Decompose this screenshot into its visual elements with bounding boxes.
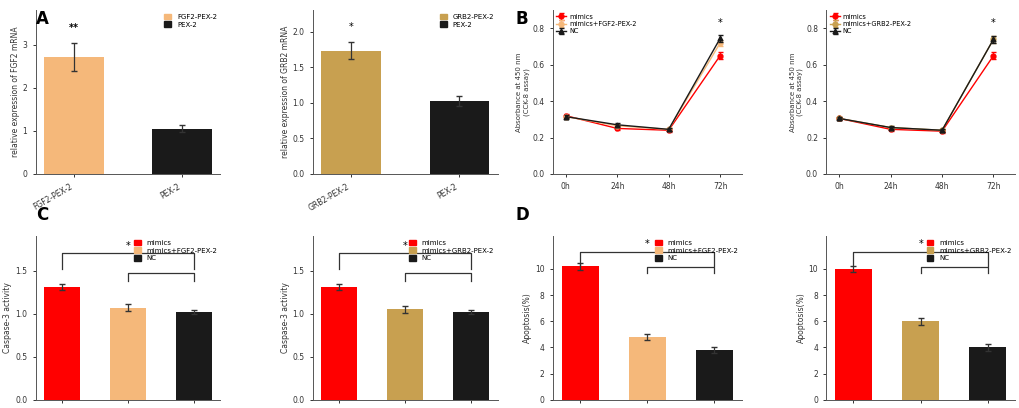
Legend: GRB2-PEX-2, PEX-2: GRB2-PEX-2, PEX-2 — [439, 14, 493, 28]
Bar — [44, 57, 104, 174]
Bar — [321, 287, 357, 400]
Bar — [321, 51, 380, 174]
Legend: mimics, mimics+GRB2-PEX-2, NC: mimics, mimics+GRB2-PEX-2, NC — [409, 239, 493, 261]
Text: *: * — [717, 18, 721, 28]
Text: *: * — [348, 22, 353, 32]
Y-axis label: Caspase-3 activity: Caspase-3 activity — [3, 283, 12, 353]
Bar — [429, 101, 489, 174]
Y-axis label: relative expression of GRB2 mRNA: relative expression of GRB2 mRNA — [280, 26, 289, 158]
Legend: mimics, mimics+FGF2-PEX-2, NC: mimics, mimics+FGF2-PEX-2, NC — [654, 239, 738, 261]
Text: *: * — [403, 241, 408, 251]
Text: B: B — [515, 10, 527, 28]
Bar — [901, 321, 938, 400]
Y-axis label: Apoptosis(%): Apoptosis(%) — [796, 293, 805, 344]
Bar — [628, 337, 665, 400]
Legend: mimics, mimics+FGF2-PEX-2, NC: mimics, mimics+FGF2-PEX-2, NC — [133, 239, 217, 261]
Text: A: A — [36, 10, 49, 28]
Y-axis label: Caspase-3 activity: Caspase-3 activity — [280, 283, 289, 353]
Bar — [387, 309, 423, 400]
Text: *: * — [917, 239, 922, 249]
Y-axis label: Apoptosis(%): Apoptosis(%) — [523, 293, 532, 344]
Legend: mimics, mimics+FGF2-PEX-2, NC: mimics, mimics+FGF2-PEX-2, NC — [555, 13, 636, 34]
Text: D: D — [515, 206, 528, 224]
Text: *: * — [990, 18, 995, 28]
Bar — [175, 312, 212, 400]
Bar — [452, 312, 489, 400]
Legend: FGF2-PEX-2, PEX-2: FGF2-PEX-2, PEX-2 — [164, 14, 217, 28]
Bar — [835, 269, 871, 400]
Y-axis label: Absorbance at 450 nm
(CCK-8 assay): Absorbance at 450 nm (CCK-8 assay) — [516, 52, 529, 132]
Bar — [968, 348, 1006, 400]
Bar — [44, 287, 81, 400]
Y-axis label: relative expression of FGF2 mRNA: relative expression of FGF2 mRNA — [11, 27, 19, 157]
Bar — [695, 350, 733, 400]
Text: C: C — [36, 206, 48, 224]
Text: *: * — [125, 241, 130, 251]
Legend: mimics, mimics+GRB2-PEX-2, NC: mimics, mimics+GRB2-PEX-2, NC — [828, 13, 911, 34]
Text: *: * — [644, 239, 649, 249]
Y-axis label: Absorbance at 450 nm
(CCK-8 assay): Absorbance at 450 nm (CCK-8 assay) — [789, 52, 802, 132]
Bar — [110, 308, 146, 400]
Bar — [152, 129, 212, 174]
Text: **: ** — [69, 23, 78, 33]
Bar — [561, 266, 598, 400]
Legend: mimics, mimics+GRB2-PEX-2, NC: mimics, mimics+GRB2-PEX-2, NC — [925, 239, 1011, 261]
